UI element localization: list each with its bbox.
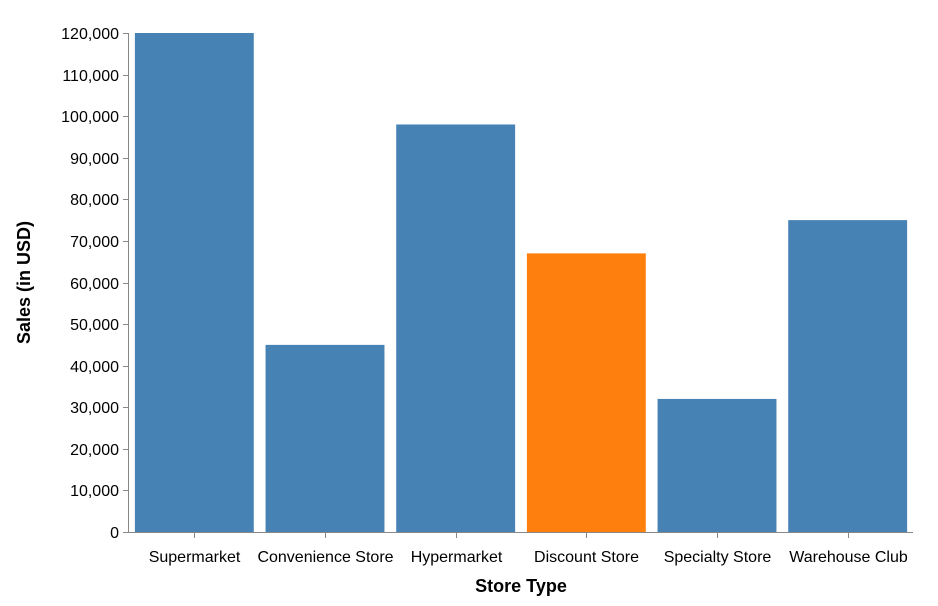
y-tick-label: 100,000 — [61, 109, 119, 126]
bar-supermarket — [134, 33, 254, 532]
y-tick-label: 40,000 — [70, 359, 119, 376]
y-tick-label: 80,000 — [70, 192, 119, 209]
y-tick-label: 110,000 — [62, 68, 119, 85]
y-tick-label: 70,000 — [70, 234, 119, 251]
x-tick-label: Supermarket — [149, 549, 241, 566]
x-axis: Supermarket Convenience Store Hypermarket D… — [128, 532, 913, 566]
x-axis-title: Store Type — [475, 576, 567, 596]
x-tick-label: Convenience Store — [257, 549, 393, 566]
y-tick-label: 10,000 — [70, 483, 119, 500]
bars-group — [134, 33, 908, 532]
x-tick-label: Warehouse Club — [789, 549, 908, 566]
x-tick-label: Hypermarket — [411, 549, 503, 566]
x-tick-label: Specialty Store — [664, 549, 772, 566]
y-tick-label: 60,000 — [70, 276, 119, 293]
y-tick-label: 90,000 — [70, 151, 119, 168]
y-axis: 0 10,000 20,000 30,000 40,000 50,000 60,000 70,… — [61, 26, 129, 542]
y-tick-label: 20,000 — [70, 442, 119, 459]
bar-discount-store — [526, 253, 646, 532]
bar-specialty-store — [657, 398, 777, 532]
y-axis-title: Sales (in USD) — [14, 221, 34, 344]
bar-warehouse-club — [788, 220, 908, 532]
y-tick-label: 30,000 — [70, 400, 119, 417]
bar-hypermarket — [396, 124, 516, 532]
y-tick-label: 120,000 — [61, 26, 119, 43]
y-tick-label: 0 — [110, 525, 119, 542]
x-tick-label: Discount Store — [534, 549, 639, 566]
bar-convenience-store — [265, 344, 385, 532]
y-tick-label: 50,000 — [70, 317, 119, 334]
